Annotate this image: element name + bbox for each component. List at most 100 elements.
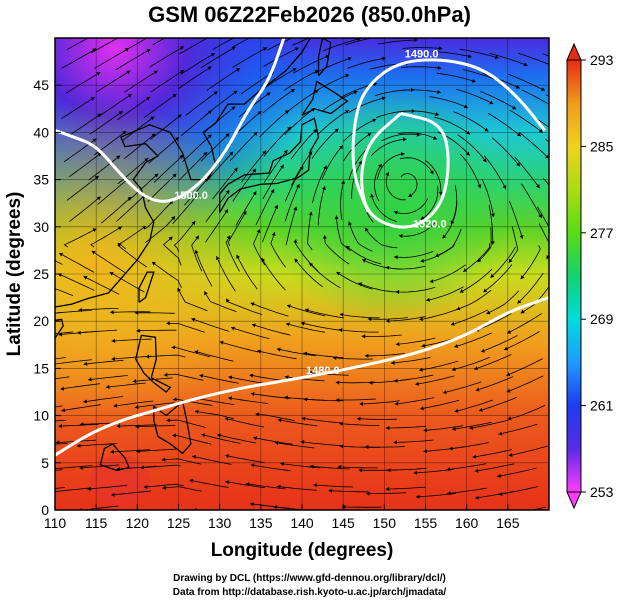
streamline: [447, 487, 487, 494]
streamline-arrowhead: [437, 90, 441, 94]
streamline-arrowhead: [414, 38, 418, 43]
streamline-arrowhead: [203, 152, 208, 156]
streamline: [270, 231, 286, 268]
streamline-arrowhead: [92, 228, 97, 232]
streamline-arrowhead: [456, 306, 461, 311]
streamline: [225, 455, 265, 463]
colorbar-bottom-arrow: [566, 491, 582, 510]
streamline-arrowhead: [21, 518, 25, 522]
y-axis-label: Latitude (degrees): [4, 192, 25, 357]
streamline: [303, 398, 344, 402]
streamline: [134, 312, 175, 314]
streamline: [432, 51, 472, 58]
streamline: [345, 38, 374, 46]
streamline-arrowhead: [490, 241, 495, 245]
streamline: [335, 398, 376, 401]
streamline-arrowhead: [408, 193, 413, 197]
streamline-arrowhead: [490, 273, 495, 278]
streamline-arrowhead: [262, 150, 267, 155]
streamline: [456, 289, 492, 310]
y-tick-label: 15: [33, 360, 49, 376]
streamline: [542, 177, 549, 186]
streamline-arrowhead: [191, 317, 196, 322]
streamline-arrowhead: [353, 90, 358, 95]
streamline: [189, 479, 229, 488]
streamline: [313, 484, 354, 488]
streamline: [356, 418, 397, 420]
streamline-arrowhead: [339, 444, 344, 449]
streamline: [111, 490, 152, 496]
streamline: [390, 357, 431, 364]
streamline-arrowhead: [367, 133, 372, 137]
streamline: [292, 38, 311, 46]
streamline: [55, 376, 70, 380]
x-tick-label: 135: [249, 515, 273, 531]
streamline: [419, 308, 459, 321]
coastline: [153, 400, 192, 455]
streamline: [429, 96, 469, 109]
streamline: [123, 133, 156, 160]
streamline-arrowhead: [140, 465, 145, 470]
streamline: [55, 359, 92, 365]
streamline-arrowhead: [117, 226, 122, 231]
streamline-arrowhead: [322, 235, 327, 239]
streamline-arrowhead: [88, 377, 92, 382]
streamline-arrowhead: [252, 191, 257, 196]
streamline: [123, 70, 159, 93]
streamline-arrowhead: [270, 189, 275, 194]
streamline-arrowhead: [117, 243, 122, 247]
streamline-arrowhead: [286, 322, 290, 327]
streamline: [194, 397, 235, 405]
streamline: [423, 425, 464, 431]
streamline: [340, 180, 345, 221]
streamline: [78, 308, 119, 311]
streamline: [364, 227, 398, 249]
streamline: [172, 434, 212, 445]
streamline-arrowhead: [335, 397, 340, 403]
streamline-arrowhead: [394, 378, 398, 383]
streamline-arrowhead: [105, 384, 110, 389]
streamline: [395, 337, 436, 345]
streamline-arrowhead: [195, 235, 199, 240]
streamline: [469, 419, 509, 429]
streamline-arrowhead: [226, 235, 231, 240]
streamline: [60, 383, 101, 390]
streamline-arrowhead: [339, 312, 344, 317]
streamline: [172, 398, 213, 406]
streamline-arrowhead: [146, 49, 151, 53]
streamline: [312, 511, 352, 513]
streamline: [328, 490, 369, 493]
streamline-arrowhead: [325, 30, 329, 34]
streamline-arrowhead: [92, 48, 97, 53]
streamline-arrowhead: [171, 216, 175, 221]
streamline-arrowhead: [83, 276, 88, 280]
streamline: [83, 396, 123, 403]
streamline: [420, 185, 439, 220]
streamline-arrowhead: [378, 163, 382, 168]
streamline: [97, 178, 129, 205]
streamline: [367, 317, 408, 320]
streamline-arrowhead: [280, 164, 284, 169]
streamline-arrowhead: [300, 32, 304, 36]
streamline-arrowhead: [236, 68, 240, 72]
streamline: [194, 410, 235, 420]
streamline-arrowhead: [381, 96, 386, 101]
streamline: [262, 88, 296, 114]
streamline-arrowhead: [97, 153, 102, 157]
streamline-arrowhead: [419, 317, 424, 322]
streamline-arrowhead: [482, 158, 487, 163]
streamline: [55, 405, 63, 408]
streamline-arrowhead: [364, 444, 369, 450]
streamline: [364, 446, 405, 448]
streamline-arrowhead: [454, 344, 459, 348]
streamline: [116, 424, 157, 427]
streamline-arrowhead: [372, 118, 377, 123]
streamline-arrowhead: [217, 433, 221, 438]
credit-data-source: Data from http://database.rish.kyoto-u.a…: [172, 587, 447, 598]
y-tick-label: 5: [41, 455, 49, 471]
streamline: [225, 298, 263, 316]
streamline-arrowhead: [231, 326, 235, 331]
streamline: [498, 423, 538, 435]
streamline: [262, 67, 297, 90]
streamline-arrowhead: [367, 317, 372, 322]
